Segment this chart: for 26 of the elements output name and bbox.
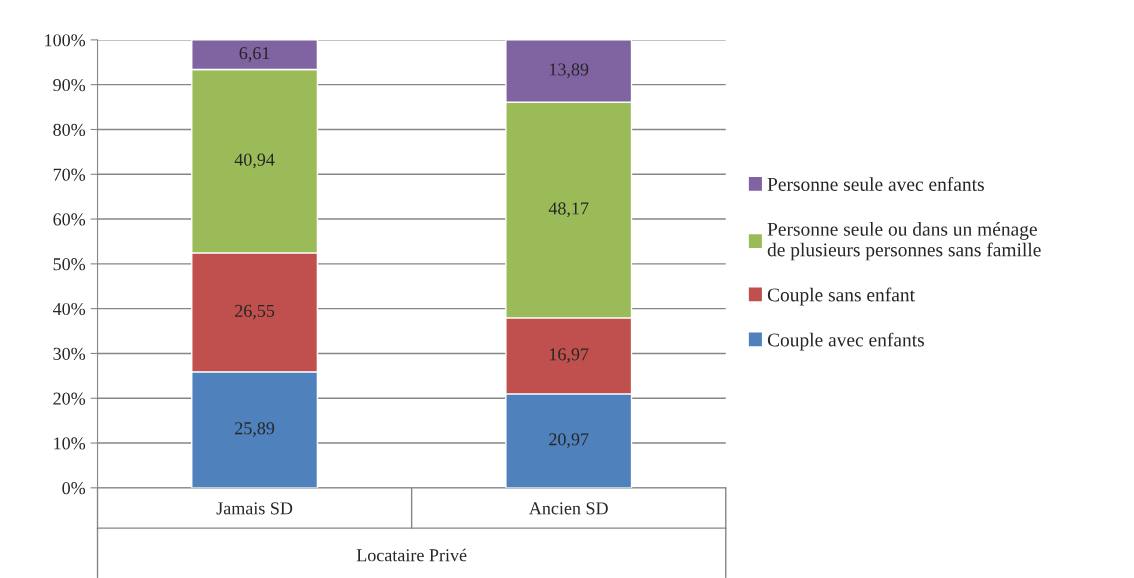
y-tick-label: 0%	[62, 482, 86, 495]
legend-label: Personne seule ou dans un ménage de plusieurs personnes sans famille	[767, 222, 1041, 261]
y-tick-label: 60%	[53, 213, 86, 226]
data-label: 13,89	[549, 63, 589, 79]
y-tick-label: 90%	[53, 78, 86, 92]
legend-label: Personne seule avec enfants	[767, 177, 984, 191]
data-label: 16,97	[549, 348, 589, 364]
y-tick-label: 10%	[54, 437, 86, 450]
data-label: 6,61	[239, 47, 270, 62]
legend-label: Couple avec enfants	[767, 332, 924, 351]
y-tick-label: 40%	[52, 302, 86, 316]
y-tick-label: 100%	[45, 34, 86, 47]
y-tick-label: 50%	[53, 258, 86, 271]
y-tick-label: 70%	[53, 168, 86, 181]
x-tick-label: Jamais SD	[216, 502, 293, 515]
data-label: 26,55	[235, 304, 275, 320]
data-label: 48,17	[548, 202, 589, 218]
y-tick-label: 20%	[53, 392, 86, 405]
x-axis-title: Locataire Privé	[356, 548, 467, 562]
x-tick-label: Ancien SD	[529, 502, 608, 515]
y-tick-label: 80%	[53, 123, 86, 136]
legend-label: Couple sans enfant	[767, 287, 915, 306]
data-label: 40,94	[234, 153, 275, 169]
data-label: 25,89	[235, 422, 275, 437]
data-label: 20,97	[549, 433, 589, 448]
y-tick-label: 30%	[53, 347, 86, 360]
